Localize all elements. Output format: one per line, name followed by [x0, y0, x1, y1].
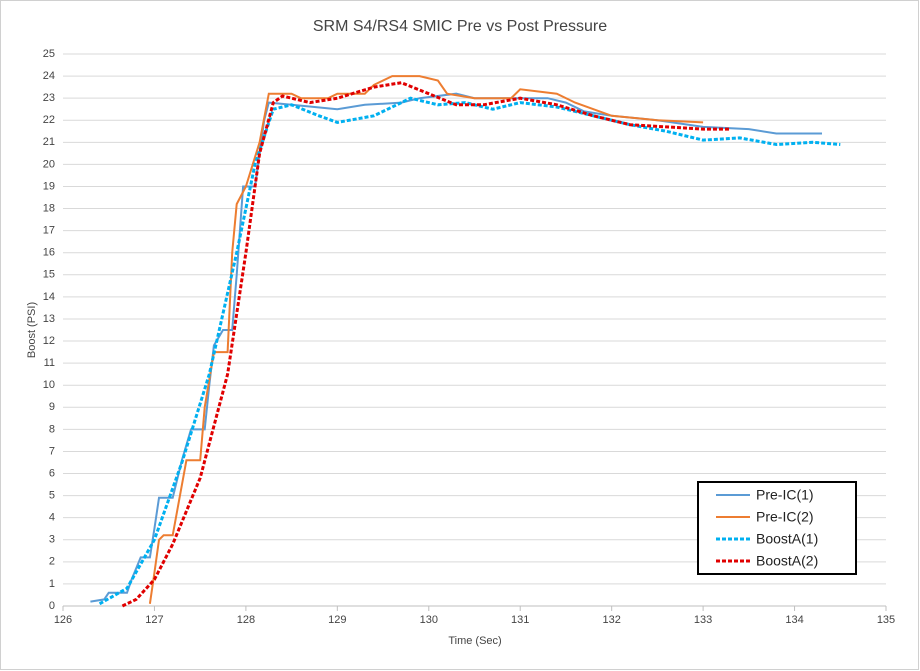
series-line [121, 81, 731, 608]
y-tick-label: 16 [43, 247, 55, 259]
y-tick-label: 7 [49, 445, 55, 457]
y-tick-label: 9 [49, 401, 55, 413]
x-axis-label: Time (Sec) [448, 635, 501, 647]
y-tick-label: 3 [49, 534, 55, 546]
y-tick-label: 20 [43, 158, 55, 170]
series-line [98, 96, 841, 606]
series-line [148, 75, 704, 604]
y-tick-label: 11 [44, 357, 55, 369]
chart-title: SRM S4/RS4 SMIC Pre vs Post Pressure [313, 18, 607, 35]
legend-label: Pre-IC(1) [756, 487, 814, 503]
y-tick-label: 10 [43, 379, 55, 391]
y-tick-label: 1 [49, 578, 55, 590]
x-tick-label: 133 [694, 614, 712, 626]
y-tick-label: 2 [49, 556, 55, 568]
y-tick-label: 21 [43, 136, 55, 148]
y-tick-label: 24 [43, 70, 55, 82]
y-tick-label: 19 [43, 180, 55, 192]
y-tick-label: 4 [49, 512, 55, 524]
y-tick-label: 6 [49, 467, 55, 479]
y-tick-label: 23 [43, 92, 55, 104]
x-tick-label: 135 [877, 614, 895, 626]
y-tick-label: 8 [49, 423, 55, 435]
y-tick-label: 22 [43, 114, 55, 126]
legend-box [697, 481, 857, 575]
x-tick-label: 130 [420, 614, 438, 626]
x-tick-label: 129 [328, 614, 346, 626]
legend-label: Pre-IC(2) [756, 509, 814, 525]
x-tick-label: 127 [145, 614, 163, 626]
y-tick-label: 15 [43, 269, 55, 281]
x-tick-label: 128 [237, 614, 255, 626]
y-tick-label: 14 [43, 291, 55, 303]
x-tick-label: 134 [785, 614, 803, 626]
y-tick-label: 12 [43, 335, 55, 347]
y-tick-label: 5 [49, 490, 55, 502]
legend-label: BoostA(1) [756, 531, 818, 547]
y-tick-label: 18 [43, 202, 55, 214]
y-tick-label: 0 [49, 600, 55, 612]
y-tick-label: 25 [43, 48, 55, 60]
x-tick-label: 132 [602, 614, 620, 626]
x-tick-label: 131 [511, 614, 529, 626]
y-tick-label: 17 [43, 225, 55, 237]
y-tick-label: 13 [43, 313, 55, 325]
y-axis-label: Boost (PSI) [26, 302, 38, 358]
legend-label: BoostA(2) [756, 553, 818, 569]
x-tick-label: 126 [54, 614, 72, 626]
